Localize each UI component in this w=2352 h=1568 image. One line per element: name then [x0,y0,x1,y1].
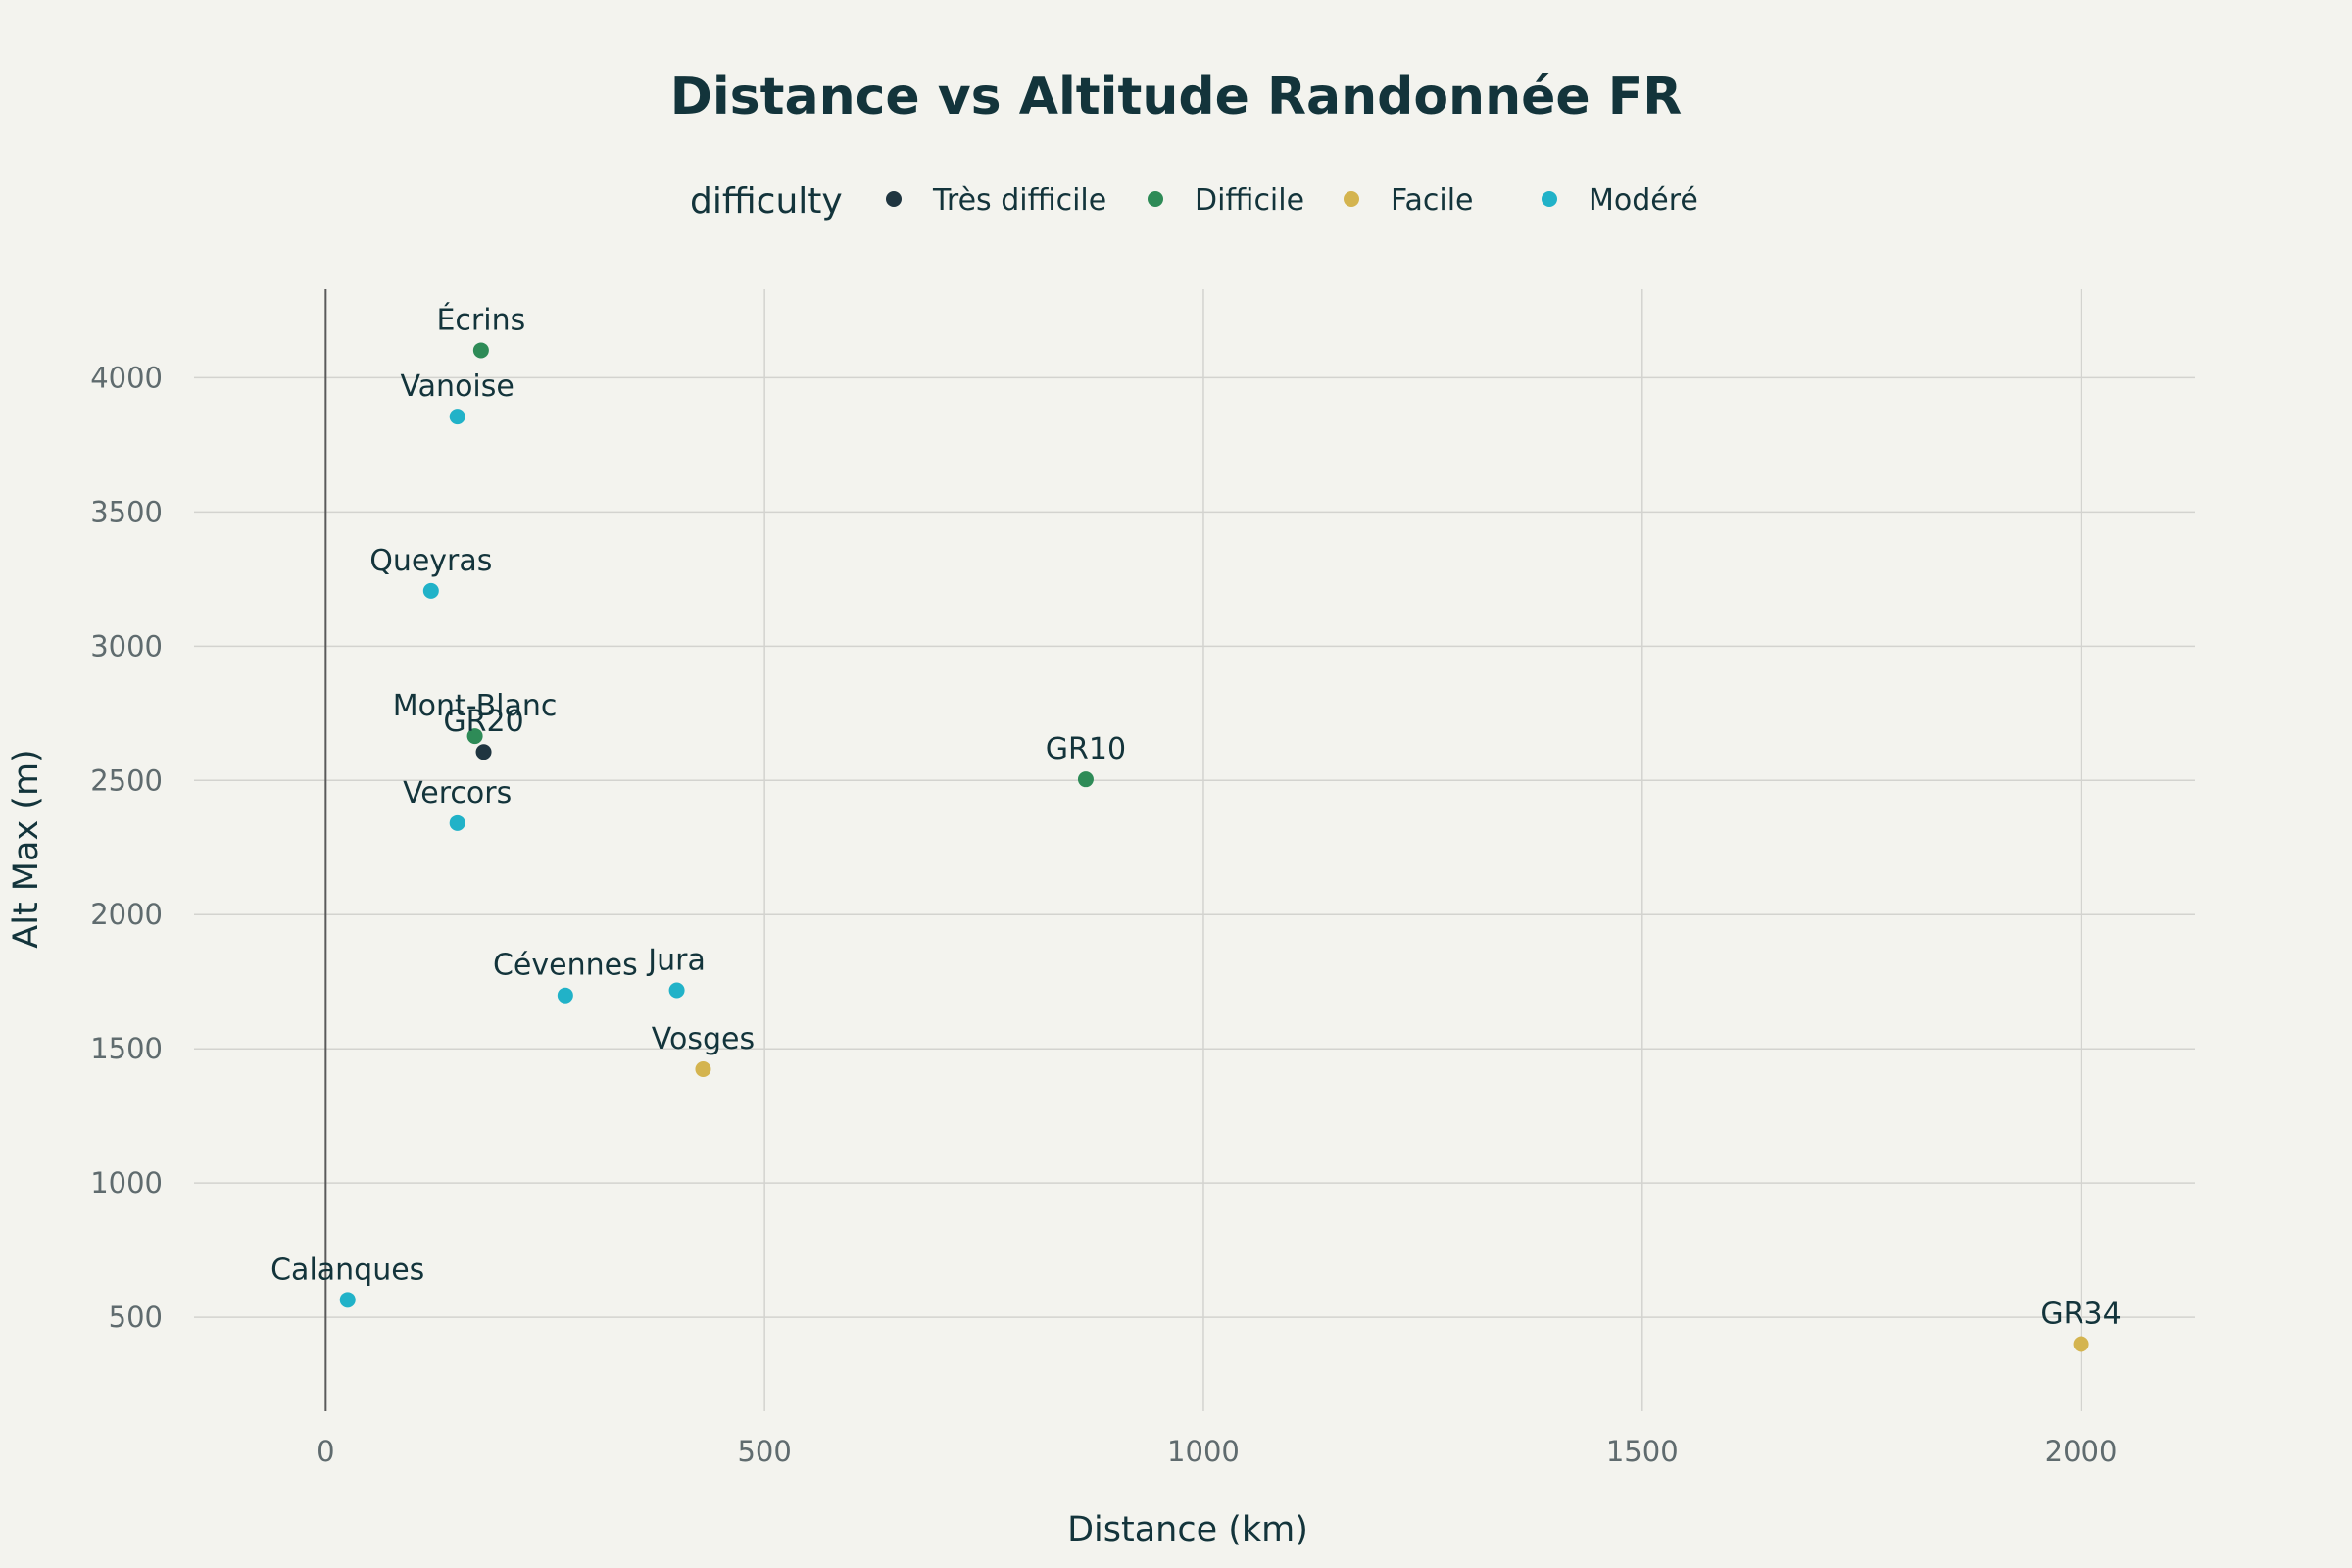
data-point [557,987,573,1004]
data-label: Vosges [652,1022,755,1056]
y-tick-label: 4000 [90,361,163,394]
data-point [475,744,492,760]
y-tick-label: 1500 [90,1032,163,1065]
data-label: Écrins [436,302,525,337]
grid [194,289,2195,1411]
legend-entry-label: Modéré [1589,183,1698,218]
data-label: Cévennes [493,949,638,983]
x-tick-label: 1000 [1167,1435,1240,1468]
data-point [472,342,489,359]
y-tick-label: 500 [109,1300,163,1334]
y-tick-label: 3500 [90,495,163,528]
y-tick-label: 3000 [90,629,163,662]
legend: difficulty Très difficile Difficile Facile… [690,181,1698,221]
data-label: Vercors [403,776,512,810]
x-tick-label: 500 [737,1435,791,1468]
x-axis-label: Distance (km) [1067,1510,1308,1549]
data-label: Jura [646,943,706,977]
data-point [422,582,439,599]
data-point [449,409,466,425]
legend-entry-label: Très difficile [932,183,1106,218]
legend-marker [1344,191,1359,207]
y-axis-label: Alt Max (m) [7,749,46,948]
legend-entry-label: Facile [1391,183,1474,218]
data-point [1077,771,1094,788]
data-label: Mont-Blanc [393,689,558,723]
data-points [339,342,2089,1352]
y-tick-label: 2000 [90,898,163,931]
data-point [695,1061,711,1078]
data-point [339,1292,356,1308]
y-tick-label: 2500 [90,763,163,797]
legend-title: difficulty [690,181,843,221]
legend-marker [886,191,902,207]
data-label: GR10 [1046,732,1126,766]
y-tick-label: 1000 [90,1166,163,1200]
data-point [2073,1336,2089,1352]
data-point [449,814,466,831]
legend-marker [1148,191,1163,207]
legend-marker [1542,191,1557,207]
data-point [466,728,483,745]
x-tick-label: 0 [317,1435,334,1468]
x-tick-label: 2000 [2045,1435,2118,1468]
y-axis-ticks: 500 1000 1500 2000 2500 3000 3500 4000 [90,361,163,1334]
data-label: Calanques [270,1252,424,1287]
data-label: Queyras [369,544,492,578]
data-point [668,982,685,999]
chart-title: Distance vs Altitude Randonnée FR [670,68,1683,126]
legend-entry-label: Difficile [1195,183,1304,218]
x-tick-label: 1500 [1606,1435,1679,1468]
data-label: Vanoise [400,369,514,404]
x-axis-ticks: 0 500 1000 1500 2000 [317,1435,2117,1468]
data-label: GR20 [443,705,523,739]
data-label: GR34 [2040,1298,2121,1332]
